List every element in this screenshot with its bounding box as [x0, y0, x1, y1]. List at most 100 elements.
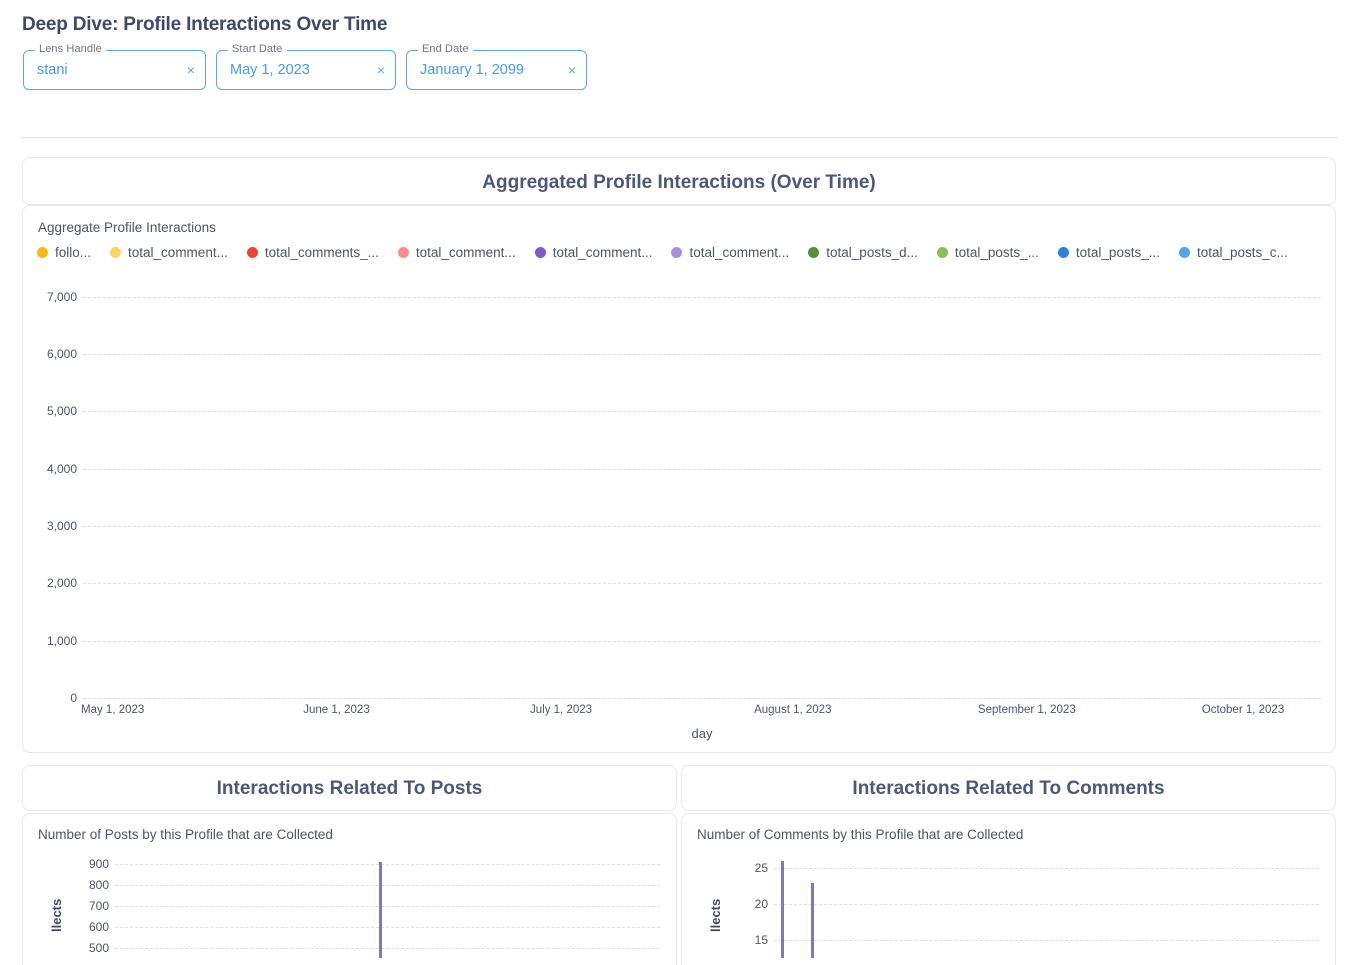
legend-label: total_posts_d...	[826, 245, 918, 260]
x-axis-tick: August 1, 2023	[754, 704, 832, 716]
posts-plot-area[interactable]	[115, 854, 660, 958]
end-date-field[interactable]: End Date January 1, 2099 ×	[406, 43, 587, 90]
comments-title-card: Interactions Related To Comments	[681, 765, 1336, 811]
main-chart-title-card: Aggregated Profile Interactions (Over Ti…	[22, 157, 1336, 205]
y-axis-tick: 800	[88, 878, 109, 893]
legend-dot-icon	[534, 247, 546, 258]
bar-column[interactable]	[780, 861, 784, 958]
comments-plot: llects 15 20 25	[682, 854, 1335, 958]
y-axis-tick: 25	[754, 861, 768, 876]
clear-icon[interactable]: ×	[186, 62, 195, 78]
legend-item[interactable]: total_comment...	[534, 245, 653, 260]
y-axis-tick: 1,000	[46, 633, 77, 648]
start-date-value: May 1, 2023	[230, 62, 310, 78]
comments-chart-subtitle: Number of Comments by this Profile that …	[697, 827, 1024, 842]
posts-chart-card: Number of Posts by this Profile that are…	[22, 813, 677, 965]
gridline	[83, 698, 1321, 699]
y-axis-tick: 900	[88, 857, 109, 872]
gridline	[83, 296, 1321, 298]
legend-item[interactable]: total_posts_c...	[1178, 245, 1288, 260]
y-axis-tick: 20	[754, 897, 768, 912]
legend-label: follo...	[55, 245, 92, 260]
y-axis-tick: 0	[70, 691, 77, 705]
clear-icon[interactable]: ×	[567, 62, 576, 78]
legend-label: total_comments_...	[264, 245, 379, 260]
gridline	[774, 868, 1319, 870]
legend-dot-icon	[808, 247, 820, 258]
filter-row: Lens Handle stani × Start Date May 1, 20…	[0, 36, 1358, 90]
legend-item[interactable]: total_comment...	[397, 245, 516, 260]
bar-column[interactable]	[811, 882, 815, 958]
clear-icon[interactable]: ×	[376, 62, 385, 78]
gridline	[115, 885, 660, 887]
legend-label: total_posts_c...	[1196, 245, 1288, 260]
legend-item[interactable]: total_posts_d...	[808, 245, 918, 260]
lens-handle-label: Lens Handle	[35, 43, 106, 55]
posts-plot: llects 500 600 700 800 900	[23, 854, 676, 958]
legend-label: total_comment...	[128, 245, 228, 260]
x-axis: May 1, 2023 June 1, 2023 July 1, 2023 Augus…	[81, 698, 1321, 741]
legend-dot-icon	[246, 247, 258, 258]
gridline	[115, 926, 660, 928]
y-axis: 0 1,000 2,000 3,000 4,000 5,000 6,000 7,000	[23, 268, 77, 705]
x-axis-tick: September 1, 2023	[977, 704, 1076, 716]
main-chart-title: Aggregated Profile Interactions (Over Ti…	[482, 172, 876, 193]
legend-dot-icon	[671, 247, 683, 258]
lens-handle-value: stani	[37, 62, 68, 78]
x-axis-label: day	[691, 726, 713, 741]
comments-y-axis: 15 20 25	[716, 854, 768, 958]
legend-label: total_comment...	[552, 245, 653, 260]
legend-item[interactable]: follo...	[37, 245, 91, 260]
gridline	[115, 947, 660, 949]
posts-title-card: Interactions Related To Posts	[22, 765, 677, 811]
gridline	[83, 640, 1321, 642]
x-axis-tick: June 1, 2023	[303, 704, 370, 716]
gridline	[115, 864, 660, 866]
legend-dot-icon	[1057, 247, 1069, 258]
y-axis-tick: 6,000	[46, 347, 77, 361]
gridline	[774, 904, 1319, 906]
gridline	[83, 354, 1321, 355]
gridline	[83, 526, 1321, 527]
y-axis-tick: 2,000	[46, 576, 77, 591]
y-axis-tick: 500	[88, 940, 109, 955]
comments-panel-title: Interactions Related To Comments	[852, 778, 1165, 799]
main-chart-card: Aggregate Profile Interactions follo... t…	[22, 205, 1336, 753]
chart-legend[interactable]: follo... total_comment... total_comments_.…	[23, 235, 1335, 260]
legend-item[interactable]: total_posts_...	[936, 245, 1039, 260]
y-axis-tick: 15	[754, 933, 768, 948]
start-date-field[interactable]: Start Date May 1, 2023 ×	[216, 43, 396, 90]
y-axis-tick: 3,000	[46, 519, 77, 533]
posts-panel-title: Interactions Related To Posts	[216, 778, 483, 799]
y-axis-tick: 7,000	[46, 289, 77, 304]
page-title: Deep Dive: Profile Interactions Over Tim…	[22, 14, 388, 35]
comments-chart-card: Number of Comments by this Profile that …	[681, 813, 1336, 965]
bar-column[interactable]	[379, 862, 383, 958]
gridline	[83, 468, 1321, 470]
legend-item[interactable]: total_comment...	[110, 245, 228, 260]
legend-dot-icon	[397, 247, 409, 258]
start-date-label: Start Date	[228, 43, 287, 55]
legend-dot-icon	[110, 247, 122, 258]
y-axis-tick: 5,000	[46, 404, 77, 419]
legend-dot-icon	[936, 247, 948, 258]
bar-series[interactable]	[83, 268, 1321, 698]
plot-area[interactable]	[83, 268, 1321, 699]
end-date-value: January 1, 2099	[420, 62, 524, 78]
y-axis-tick: 600	[88, 919, 109, 934]
lens-handle-field[interactable]: Lens Handle stani ×	[23, 43, 206, 90]
legend-item[interactable]: total_comments_...	[246, 245, 379, 260]
posts-y-axis: 500 600 700 800 900	[57, 854, 109, 958]
legend-label: total_comment...	[415, 245, 516, 260]
gridline	[83, 583, 1321, 585]
x-axis-tick: May 1, 2023	[81, 704, 145, 716]
posts-chart-subtitle: Number of Posts by this Profile that are…	[38, 827, 333, 842]
legend-item[interactable]: total_posts_...	[1057, 245, 1160, 260]
comments-plot-area[interactable]	[774, 854, 1319, 958]
header-divider	[20, 137, 1338, 138]
main-plot: 0 1,000 2,000 3,000 4,000 5,000 6,000 7,000 May…	[23, 268, 1335, 741]
gridline	[115, 906, 660, 907]
legend-item[interactable]: total_comment...	[671, 245, 789, 260]
y-axis-tick: 4,000	[46, 461, 77, 476]
